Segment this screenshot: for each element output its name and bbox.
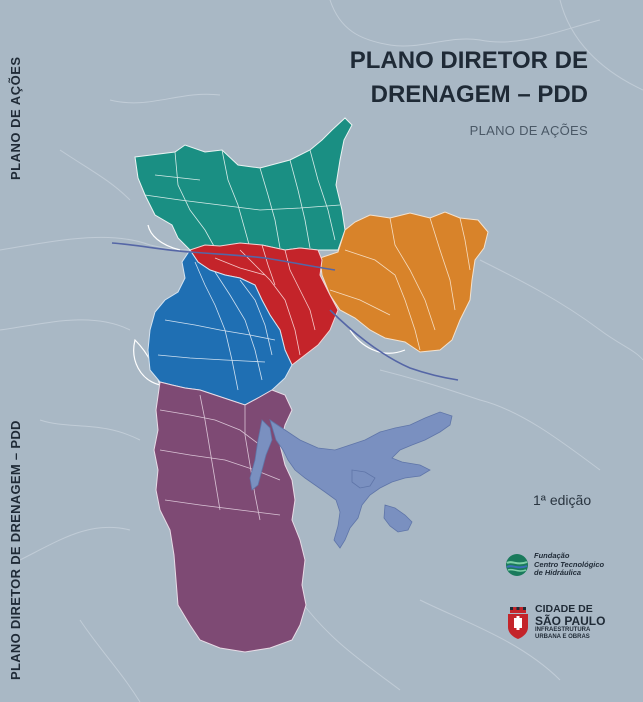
cover-subtitle: PLANO DE AÇÕES (469, 123, 588, 138)
fcth-logo: Fundação Centro Tecnológico de Hidráulic… (505, 551, 605, 578)
east-subbasin-lines (329, 217, 471, 351)
sp-line-3: INFRAESTRUTURA (535, 627, 591, 633)
center-subbasin-lines (214, 244, 316, 356)
region-north (134, 117, 353, 251)
fcth-globe-icon (506, 553, 528, 576)
sp-line-1: CIDADE DE (535, 603, 593, 615)
region-south (153, 381, 307, 653)
sao-paulo-logo: CIDADE DE SÃO PAULO INFRAESTRUTURA URBAN… (507, 604, 605, 641)
reservoirs (249, 411, 453, 549)
spine-bottom-label: PLANO DIRETOR DE DRENAGEM – PDD (8, 420, 23, 680)
region-east (319, 211, 489, 353)
cover-title: PLANO DIRETOR DE DRENAGEM – PDD (350, 44, 588, 112)
north-subbasin-lines (144, 149, 341, 249)
edition-label: 1ª edição (533, 492, 592, 508)
west-subbasin-lines (157, 261, 276, 391)
sp-line-2: SÃO PAULO (535, 614, 606, 628)
main-rivers (111, 242, 459, 381)
sp-line-4: URBANA E OBRAS (535, 634, 590, 640)
south-subbasin-lines (159, 394, 281, 521)
fcth-line-3: de Hidráulica (534, 568, 582, 577)
sao-paulo-text: CIDADE DE SÃO PAULO INFRAESTRUTURA URBAN… (535, 604, 605, 641)
spine-top-label: PLANO DE AÇÕES (8, 56, 23, 180)
cover-title-line-1: PLANO DIRETOR DE (349, 47, 588, 74)
fcth-text: Fundação Centro Tecnológico de Hidráulic… (534, 551, 605, 578)
fcth-line-2: Centro Tecnológico (534, 559, 605, 569)
cover-title-line-2: DRENAGEM – PDD (370, 81, 588, 108)
fcth-line-1: Fundação (534, 551, 570, 560)
sao-paulo-crest-icon (508, 606, 528, 639)
